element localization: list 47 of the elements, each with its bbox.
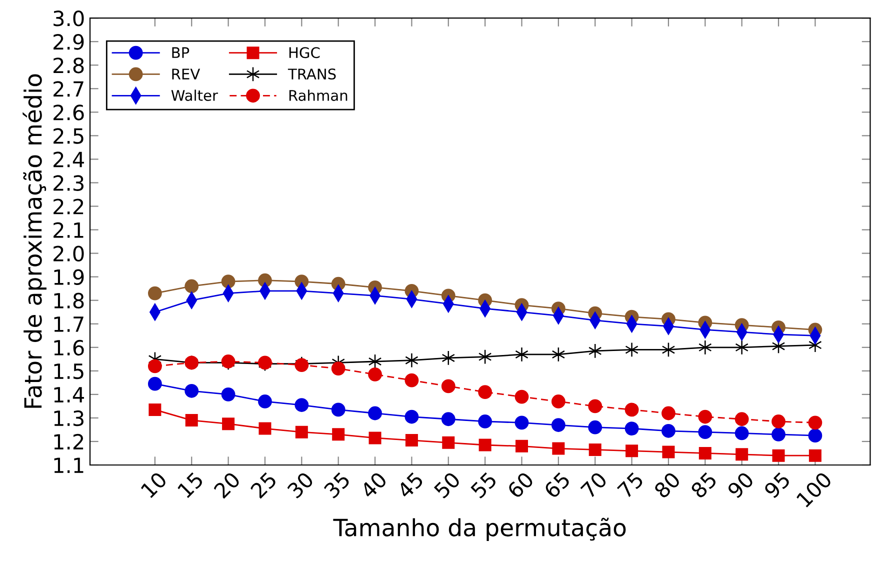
y-tick-label: 2.4 [54,152,84,168]
x-tick-label: 10 [140,471,168,498]
x-tick-label: 60 [506,471,534,499]
legend-label: BP [172,47,190,58]
legend-label: Rahman [289,90,348,101]
x-tick-label: 30 [286,471,314,499]
y-tick-label: 1.9 [54,269,84,286]
x-tick-label: 95 [763,471,791,500]
legend-label: TRANS [288,68,336,80]
x-tick-label: 35 [323,471,351,499]
x-tick-label: 15 [177,472,204,498]
y-tick-label: 2.6 [54,104,84,120]
x-tick-label: 45 [396,472,424,500]
y-tick-label: 1.7 [54,316,84,332]
legend-label: REV [172,68,200,80]
y-tick-label: 2.3 [54,175,84,191]
x-axis-title: Tamanho da permutação [333,518,626,542]
y-tick-label: 2.9 [54,34,84,50]
y-tick-label: 2.7 [54,81,84,97]
x-tick-label: 20 [213,471,241,499]
y-tick-label: 2.2 [54,198,84,214]
y-tick-label: 2.0 [54,246,84,262]
legend-label: HGC [289,47,320,58]
x-tick-label: 65 [543,471,571,499]
x-tick-label: 75 [616,472,644,499]
y-tick-label: 1.6 [54,340,84,356]
legend-label: Walter [171,90,218,101]
y-tick-label: 1.3 [54,410,84,426]
y-tick-label: 1.1 [54,458,84,473]
y-tick-label: 1.4 [54,387,84,402]
x-tick-label: 40 [360,471,388,500]
x-tick-label: 55 [470,472,498,499]
x-tick-label: 85 [690,471,718,500]
x-tick-label: 25 [250,471,278,499]
y-tick-label: 1.2 [54,434,84,450]
y-tick-label: 2.1 [54,222,84,238]
y-axis-title: Fator de aproximação médio [22,74,46,408]
y-tick-label: 1.8 [54,292,84,309]
y-tick-label: 3.0 [54,10,84,26]
y-tick-label: 2.8 [54,58,84,74]
x-tick-label: 90 [726,471,754,500]
x-tick-label: 70 [580,471,608,499]
y-tick-label: 2.5 [54,128,84,144]
x-tick-label: 100 [796,471,833,508]
x-tick-label: 50 [433,471,462,499]
y-tick-label: 1.5 [54,364,84,380]
x-tick-label: 80 [653,471,682,500]
